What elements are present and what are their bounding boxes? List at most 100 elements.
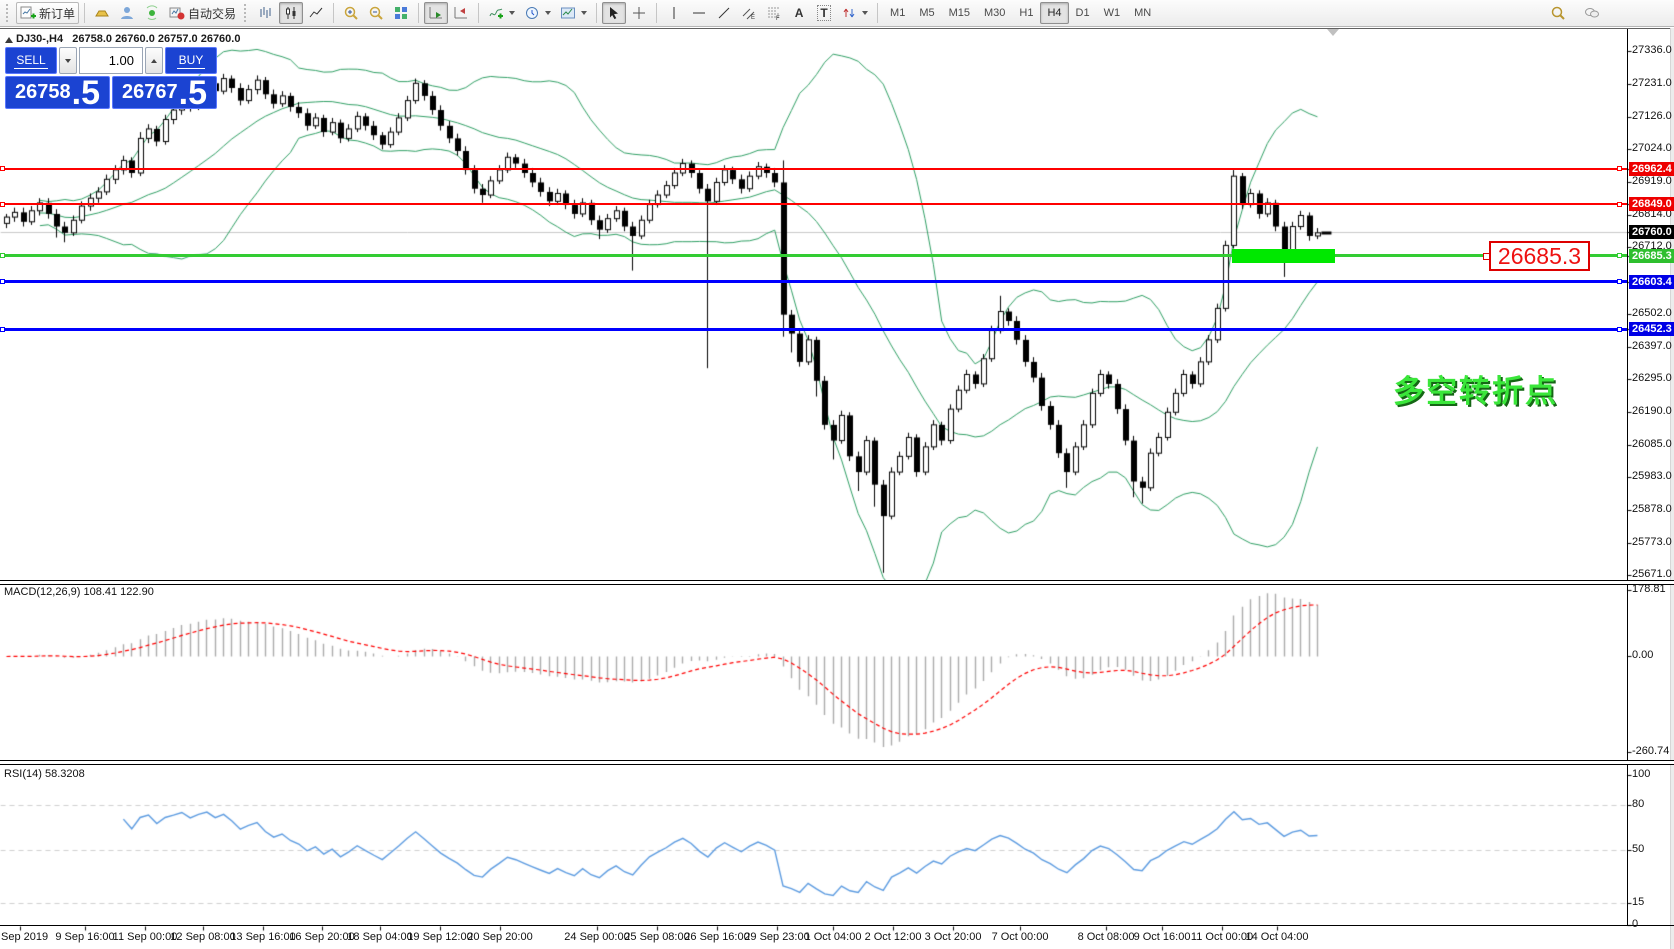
line-anchor[interactable] (1617, 202, 1622, 207)
timeframe-group: M1 M5 M15 M30 H1 H4 D1 W1 MN (883, 2, 1158, 24)
price-badge: 26685.3 (1629, 248, 1674, 263)
rsi-axis-label: 50 (1632, 843, 1645, 855)
volume-field[interactable]: 1.00 (79, 47, 143, 74)
line-anchor[interactable] (1617, 166, 1622, 171)
time-axis-label: 3 Oct 20:00 (924, 931, 982, 943)
chart-shift-button[interactable] (449, 2, 473, 24)
timeframe-m5[interactable]: M5 (919, 7, 935, 19)
price-badge: 26452.3 (1629, 322, 1674, 337)
horizontal-line-object[interactable] (0, 254, 1627, 257)
auto-scroll-button[interactable] (424, 2, 449, 24)
toolbar-drag-handle[interactable] (6, 4, 12, 22)
price-level-box[interactable]: 26685.3 (1489, 241, 1590, 271)
line-anchor[interactable] (0, 253, 5, 258)
templates-button[interactable] (556, 2, 591, 24)
price-badge: 26603.4 (1629, 274, 1674, 289)
signals-button[interactable] (140, 2, 164, 24)
horizontal-line-button[interactable] (687, 2, 711, 24)
volume-increase-button[interactable] (145, 47, 163, 74)
separator (418, 3, 420, 23)
chat-button[interactable] (1580, 2, 1604, 24)
arrow-up-icon (151, 58, 157, 63)
price-axis-label: 25983.0 (1632, 469, 1672, 482)
equidistant-channel-button[interactable]: E (737, 2, 761, 24)
separator (596, 3, 598, 23)
line-anchor[interactable] (1617, 253, 1622, 258)
zoom-out-button[interactable] (364, 2, 388, 24)
line-anchor[interactable] (0, 202, 5, 207)
fibonacci-button[interactable]: F (762, 2, 786, 24)
support-highlight-rect[interactable] (1232, 249, 1335, 263)
search-button[interactable] (1546, 2, 1570, 24)
community-profile-button[interactable] (115, 2, 139, 24)
periods-button[interactable] (520, 2, 555, 24)
macd-label: MACD(12,26,9) 108.41 122.90 (4, 586, 154, 598)
one-click-collapse-arrow-icon[interactable] (5, 37, 13, 43)
timeframe-m15[interactable]: M15 (948, 7, 970, 19)
crosshair-button[interactable] (627, 2, 651, 24)
separator (478, 3, 480, 23)
buy-price-button[interactable]: 26767 .5 (112, 73, 217, 112)
timeframe-h1[interactable]: H1 (1019, 7, 1034, 19)
trendline-button[interactable] (712, 2, 736, 24)
buy-price-frac: .5 (178, 73, 207, 112)
pane-separator-rsi-bottom[interactable] (0, 925, 1674, 926)
svg-text:F: F (776, 16, 780, 21)
indicators-button[interactable] (484, 2, 519, 24)
pane-separator-main-macd[interactable] (0, 580, 1674, 585)
horizontal-line-object[interactable] (0, 280, 1627, 283)
buy-button[interactable]: BUY (165, 47, 217, 74)
text-label-tool-button[interactable]: T (812, 2, 836, 24)
price-axis-label: 25773.0 (1632, 536, 1672, 549)
pane-separator-macd-rsi[interactable] (0, 760, 1674, 765)
tile-windows-button[interactable] (389, 2, 413, 24)
timeframe-mn[interactable]: MN (1134, 7, 1152, 19)
cursor-button[interactable] (602, 2, 627, 24)
scroll-to-end-icon[interactable] (1327, 29, 1339, 36)
line-anchor[interactable] (1617, 327, 1622, 332)
vertical-line-button[interactable] (662, 2, 686, 24)
turning-point-annotation[interactable]: 多空转折点 (1393, 374, 1558, 409)
horizontal-line-object[interactable] (0, 328, 1627, 331)
new-order-icon (20, 6, 36, 19)
trendline-icon (718, 7, 730, 19)
time-axis-label: 9 Oct 16:00 (1133, 931, 1191, 943)
sell-button[interactable]: SELL (5, 47, 57, 74)
new-order-button[interactable]: 新订单 (16, 2, 80, 24)
candlestick-chart-button[interactable] (279, 2, 304, 24)
window-right-strip (1671, 28, 1674, 949)
line-anchor[interactable] (1617, 279, 1622, 284)
time-axis-label: 20 Sep 20:00 (467, 931, 533, 943)
chevron-down-icon (545, 11, 552, 15)
horizontal-line-icon (693, 12, 706, 14)
chevron-down-icon (862, 11, 869, 15)
text-tool-button[interactable]: A (787, 2, 811, 24)
bar-chart-button[interactable] (254, 2, 278, 24)
arrows-icon (843, 8, 855, 18)
toolbar-drag-handle[interactable] (244, 4, 250, 22)
sell-price-button[interactable]: 26758 .5 (5, 76, 110, 110)
time-axis-label: 29 Sep 23:00 (744, 931, 810, 943)
timeframe-m1[interactable]: M1 (890, 7, 906, 19)
macd-axis-label: -260.74 (1632, 745, 1670, 758)
price-axis-label: 27336.0 (1632, 44, 1672, 56)
styler-button[interactable] (90, 2, 114, 24)
line-anchor[interactable] (0, 327, 5, 332)
price-badge: 26760.0 (1629, 225, 1674, 240)
arrows-tool-button[interactable] (837, 2, 872, 24)
time-axis-label: 12 Sep 08:00 (170, 931, 236, 943)
volume-decrease-button[interactable] (59, 47, 77, 74)
autotrading-button[interactable]: 自动交易 (165, 2, 240, 24)
timeframe-m30[interactable]: M30 (984, 7, 1006, 19)
line-anchor[interactable] (0, 279, 5, 284)
line-chart-button[interactable] (304, 2, 328, 24)
timeframe-w1[interactable]: W1 (1103, 7, 1121, 19)
timeframe-d1[interactable]: D1 (1075, 7, 1090, 19)
horizontal-line-object[interactable] (0, 203, 1627, 205)
zoom-in-button[interactable] (339, 2, 363, 24)
price-level-box-anchor[interactable] (1483, 253, 1490, 260)
timeframe-h4[interactable]: H4 (1040, 2, 1069, 24)
line-anchor[interactable] (0, 166, 5, 171)
horizontal-line-object[interactable] (0, 168, 1627, 170)
